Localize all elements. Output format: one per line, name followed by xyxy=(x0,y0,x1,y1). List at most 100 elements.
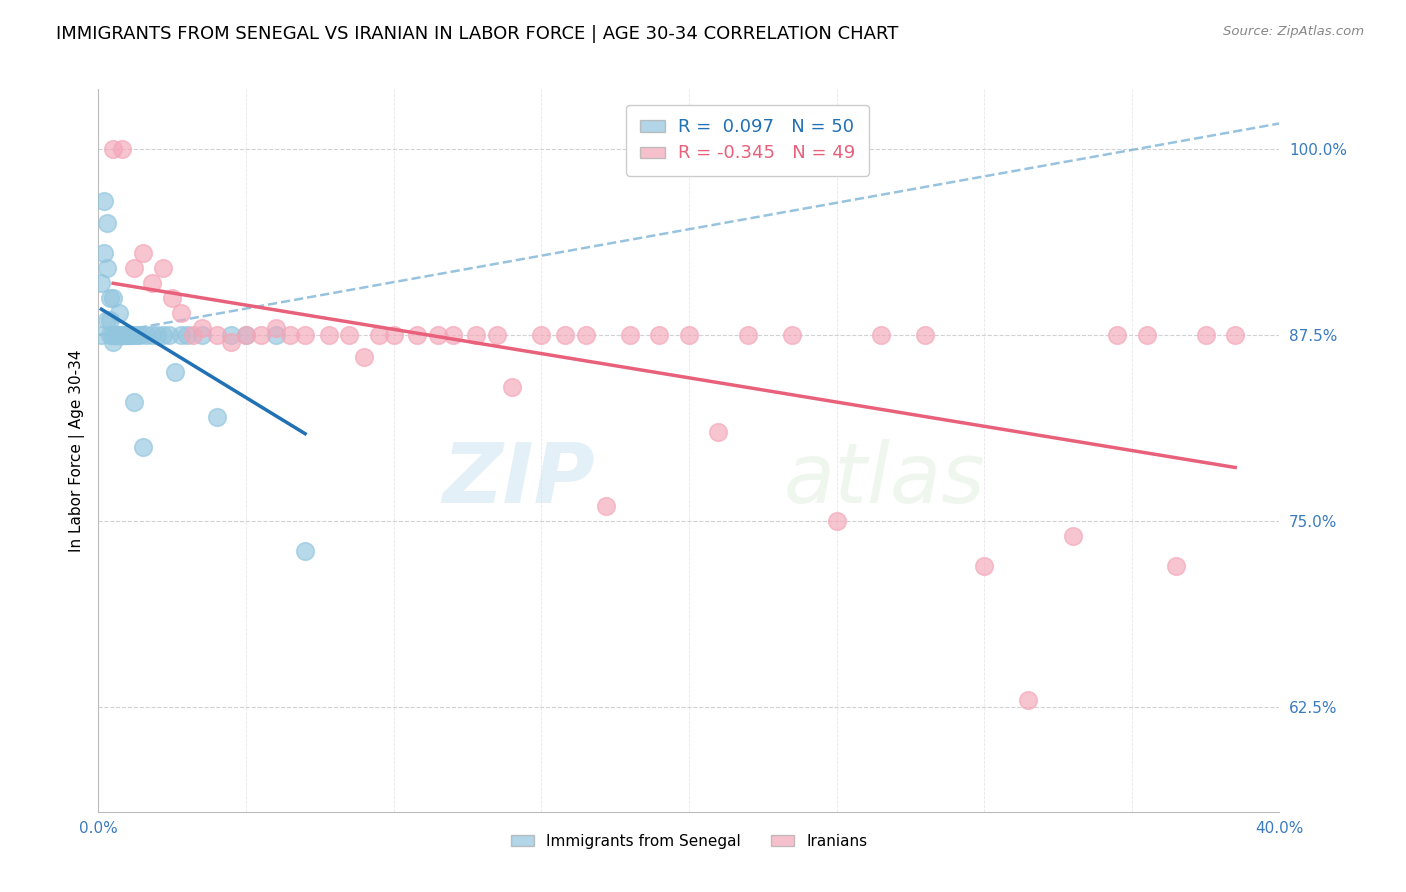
Point xyxy=(205,409,228,424)
Point xyxy=(146,328,169,343)
Point xyxy=(318,328,340,343)
Point xyxy=(117,328,139,343)
Point xyxy=(250,328,273,343)
Point xyxy=(264,320,287,334)
Point xyxy=(782,328,804,343)
Point xyxy=(117,328,139,343)
Point xyxy=(96,260,118,275)
Point xyxy=(114,328,136,343)
Point xyxy=(111,328,134,343)
Point xyxy=(111,328,134,343)
Point xyxy=(294,328,316,343)
Point xyxy=(501,380,523,394)
Point xyxy=(221,328,243,343)
Point xyxy=(221,335,243,350)
Point xyxy=(1062,529,1084,543)
Point xyxy=(105,328,128,343)
Point xyxy=(157,328,180,343)
Point xyxy=(554,328,576,343)
Point xyxy=(382,328,405,343)
Point xyxy=(170,306,193,320)
Point xyxy=(165,365,187,379)
Point xyxy=(108,306,131,320)
Point xyxy=(465,328,488,343)
Point xyxy=(103,328,125,343)
Point xyxy=(737,328,759,343)
Text: IMMIGRANTS FROM SENEGAL VS IRANIAN IN LABOR FORCE | AGE 30-34 CORRELATION CHART: IMMIGRANTS FROM SENEGAL VS IRANIAN IN LA… xyxy=(56,25,898,43)
Point xyxy=(103,142,125,156)
Point xyxy=(98,291,121,305)
Point xyxy=(1166,558,1188,573)
Point xyxy=(114,328,136,343)
Point xyxy=(280,328,302,343)
Point xyxy=(96,216,118,230)
Point xyxy=(111,328,134,343)
Point xyxy=(486,328,509,343)
Point xyxy=(264,328,287,343)
Point xyxy=(98,313,121,327)
Text: atlas: atlas xyxy=(783,439,986,520)
Point xyxy=(120,328,142,343)
Point xyxy=(530,328,553,343)
Point xyxy=(1225,328,1247,343)
Point xyxy=(141,276,163,290)
Point xyxy=(108,328,131,343)
Point xyxy=(181,328,204,343)
Point xyxy=(122,328,145,343)
Point xyxy=(132,246,155,260)
Point xyxy=(205,328,228,343)
Point xyxy=(108,328,131,343)
Point xyxy=(235,328,257,343)
Point xyxy=(595,500,617,514)
Point xyxy=(111,142,134,156)
Point xyxy=(162,291,183,305)
Point xyxy=(152,260,174,275)
Point xyxy=(93,246,115,260)
Legend: Immigrants from Senegal, Iranians: Immigrants from Senegal, Iranians xyxy=(505,828,873,855)
Point xyxy=(98,328,121,343)
Point xyxy=(294,544,316,558)
Point xyxy=(103,328,125,343)
Point xyxy=(108,328,131,343)
Point xyxy=(90,328,112,343)
Point xyxy=(105,328,128,343)
Point xyxy=(132,440,155,454)
Point xyxy=(235,328,257,343)
Y-axis label: In Labor Force | Age 30-34: In Labor Force | Age 30-34 xyxy=(69,349,84,552)
Point xyxy=(914,328,936,343)
Point xyxy=(575,328,598,343)
Point xyxy=(103,335,125,350)
Point xyxy=(870,328,893,343)
Point xyxy=(114,328,136,343)
Point xyxy=(678,328,700,343)
Point xyxy=(125,328,148,343)
Point xyxy=(825,514,848,528)
Point xyxy=(90,276,112,290)
Point xyxy=(191,320,214,334)
Point xyxy=(427,328,450,343)
Point xyxy=(339,328,361,343)
Point xyxy=(441,328,464,343)
Point xyxy=(1195,328,1218,343)
Point xyxy=(128,328,150,343)
Point xyxy=(1136,328,1159,343)
Point xyxy=(707,425,730,439)
Point xyxy=(135,328,157,343)
Point xyxy=(1018,693,1040,707)
Text: ZIP: ZIP xyxy=(441,439,595,520)
Point xyxy=(368,328,391,343)
Point xyxy=(93,194,115,208)
Text: Source: ZipAtlas.com: Source: ZipAtlas.com xyxy=(1223,25,1364,38)
Point xyxy=(406,328,429,343)
Point xyxy=(122,395,145,409)
Point xyxy=(619,328,641,343)
Point xyxy=(141,328,163,343)
Point xyxy=(353,351,375,365)
Point xyxy=(176,328,198,343)
Point xyxy=(120,328,142,343)
Point xyxy=(103,291,125,305)
Point xyxy=(973,558,995,573)
Point xyxy=(105,328,128,343)
Point xyxy=(122,260,145,275)
Point xyxy=(170,328,193,343)
